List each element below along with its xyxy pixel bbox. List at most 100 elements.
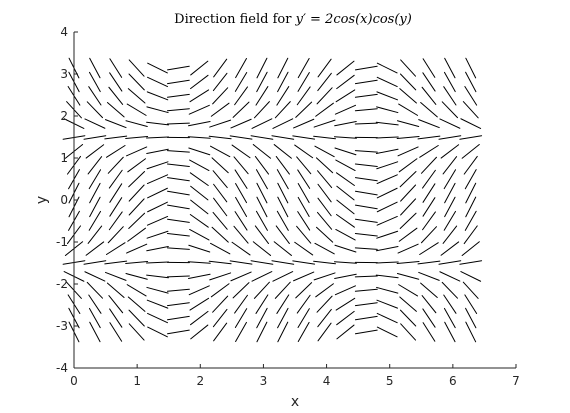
slope-segment bbox=[443, 210, 457, 231]
slope-segment bbox=[212, 72, 228, 92]
slope-segment bbox=[440, 144, 460, 159]
slope-segment bbox=[465, 196, 477, 218]
slope-segment bbox=[212, 211, 228, 230]
slope-segment bbox=[108, 295, 124, 314]
slope-segment bbox=[167, 329, 190, 335]
y-tick-label: -4 bbox=[56, 361, 68, 375]
slope-segment bbox=[167, 93, 190, 98]
slope-segment bbox=[336, 74, 355, 90]
slope-segment bbox=[354, 218, 378, 223]
slope-segment bbox=[104, 260, 128, 265]
slope-segment bbox=[297, 57, 310, 79]
slope-segment bbox=[396, 261, 420, 264]
slope-segment bbox=[461, 144, 480, 159]
slope-segment bbox=[277, 307, 289, 329]
slope-segment bbox=[86, 101, 104, 119]
slope-segment bbox=[89, 57, 101, 79]
slope-segment bbox=[210, 102, 230, 117]
slope-segment bbox=[88, 294, 102, 314]
slope-segment bbox=[460, 118, 482, 129]
x-tick-label: 7 bbox=[512, 374, 520, 388]
slope-segment bbox=[441, 101, 458, 119]
chart-title-equation: y′ = 2cos(x)cos(y) bbox=[295, 12, 412, 27]
slope-segment bbox=[146, 148, 169, 155]
slope-segment bbox=[106, 102, 125, 118]
slope-segment bbox=[252, 144, 272, 159]
slope-segment bbox=[147, 326, 168, 338]
slope-segment bbox=[417, 135, 441, 140]
slope-segment bbox=[317, 322, 332, 342]
slope-segment bbox=[354, 65, 378, 71]
slope-segment bbox=[376, 326, 398, 338]
y-tick-label: 3 bbox=[60, 67, 68, 81]
slope-segment bbox=[297, 72, 310, 92]
slope-segment bbox=[125, 261, 149, 264]
slope-segment bbox=[105, 242, 126, 255]
x-tick-label: 0 bbox=[70, 374, 78, 388]
slope-segment bbox=[212, 308, 228, 328]
slope-segment bbox=[354, 108, 378, 112]
x-tick-label: 6 bbox=[449, 374, 457, 388]
slope-segment bbox=[231, 241, 251, 256]
slope-segment bbox=[464, 294, 478, 314]
slope-segment bbox=[277, 57, 289, 79]
slope-segment bbox=[235, 183, 248, 204]
slope-segment bbox=[190, 310, 209, 326]
slope-segment bbox=[334, 147, 357, 156]
slope-segment bbox=[167, 190, 190, 196]
slope-segment bbox=[375, 121, 399, 126]
slope-segment bbox=[229, 260, 253, 265]
slope-segment bbox=[231, 144, 251, 159]
slope-segment bbox=[87, 225, 103, 244]
slope-segment bbox=[465, 321, 477, 343]
slope-segment bbox=[256, 307, 268, 329]
slope-segment bbox=[210, 145, 231, 158]
slope-segment bbox=[190, 199, 209, 215]
slope-segment bbox=[147, 76, 168, 88]
x-tick-label: 3 bbox=[260, 374, 268, 388]
slope-segment bbox=[83, 135, 107, 140]
slope-segment bbox=[317, 183, 332, 203]
slope-segment bbox=[400, 198, 417, 216]
slope-segment bbox=[297, 211, 311, 231]
slope-segment bbox=[108, 86, 124, 105]
slope-segment bbox=[128, 171, 146, 188]
slope-segment bbox=[109, 197, 123, 217]
slope-segment bbox=[147, 201, 168, 213]
slope-segment bbox=[397, 243, 419, 254]
slope-segment bbox=[314, 242, 335, 255]
slope-segment bbox=[230, 271, 252, 282]
slope-segment bbox=[297, 308, 310, 328]
slope-segment bbox=[316, 87, 333, 105]
slope-segment bbox=[213, 183, 228, 203]
slope-segment bbox=[127, 296, 146, 312]
slope-segment bbox=[313, 272, 336, 281]
slope-segment bbox=[84, 271, 106, 282]
slope-segment bbox=[146, 136, 170, 139]
slope-segment bbox=[256, 196, 268, 218]
slope-segment bbox=[232, 101, 250, 118]
slope-segment bbox=[376, 62, 398, 74]
slope-segment bbox=[335, 213, 355, 228]
slope-segment bbox=[230, 118, 252, 129]
slope-segment bbox=[107, 226, 124, 244]
slope-segment bbox=[334, 273, 357, 280]
slope-segment bbox=[188, 285, 210, 296]
slope-segment bbox=[271, 135, 295, 140]
slope-segment bbox=[276, 210, 289, 231]
slope-segment bbox=[89, 321, 101, 343]
slope-segment bbox=[400, 323, 417, 341]
slope-segment bbox=[109, 58, 123, 78]
slope-segment bbox=[208, 260, 232, 265]
slope-segments bbox=[62, 57, 483, 343]
slope-segment bbox=[189, 159, 210, 172]
slope-segment bbox=[422, 197, 436, 217]
slope-segment bbox=[465, 71, 477, 93]
slope-segment bbox=[234, 72, 248, 92]
slope-segment bbox=[88, 210, 102, 231]
slope-segment bbox=[465, 57, 477, 79]
slope-segment bbox=[213, 322, 228, 342]
slope-segment bbox=[421, 86, 437, 105]
slope-segment bbox=[109, 308, 123, 328]
slope-segment bbox=[126, 243, 148, 254]
